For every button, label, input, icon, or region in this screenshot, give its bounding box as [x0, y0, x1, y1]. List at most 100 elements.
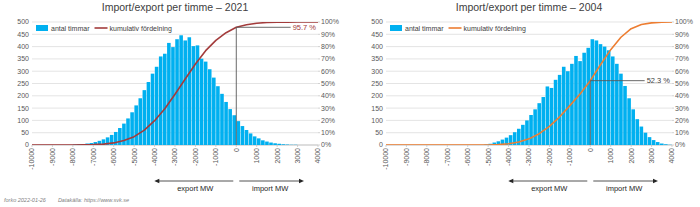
x-tick-label: -2000 [546, 148, 553, 166]
histogram-bar [224, 102, 228, 145]
y2-tick-label: 40% [675, 92, 689, 99]
x-tick [426, 145, 427, 147]
x-tick-label: 3000 [294, 148, 301, 164]
y2-tick [318, 83, 320, 84]
legend-label: kumulativ fördelning [110, 25, 172, 33]
histogram-bar [200, 59, 204, 145]
histogram-bar [286, 144, 290, 145]
x-tick [297, 145, 298, 147]
histogram-bar [635, 119, 639, 145]
export-arrowhead [154, 179, 159, 183]
histogram-bar [179, 35, 183, 145]
annotation-label: 52.3 % [647, 76, 671, 85]
y-tick-label: 400 [371, 43, 383, 50]
histogram-bar [306, 145, 310, 146]
histogram-bar [558, 75, 562, 145]
y-tick-label: 500 [17, 18, 29, 25]
y2-tick-label: 100% [321, 18, 339, 25]
histogram-bar [607, 50, 611, 145]
export-arrowhead [508, 179, 513, 183]
grid-line [386, 58, 672, 59]
x-tick [590, 145, 591, 147]
histogram-bar [277, 144, 281, 145]
y-tick-label: 450 [371, 31, 383, 38]
y2-tick-label: 40% [321, 92, 335, 99]
histogram-bar [273, 143, 277, 145]
import-arrowhead [299, 179, 304, 183]
y2-tick-label: 60% [321, 68, 335, 75]
x-tick-label: 4000 [668, 148, 675, 164]
cumulative-line [386, 22, 672, 145]
histogram-bar [294, 144, 298, 145]
x-tick-label: 2000 [628, 148, 635, 164]
grid-line [386, 22, 672, 23]
x-tick [215, 145, 216, 147]
histogram-bar [298, 145, 302, 146]
grid-line [32, 132, 318, 133]
histogram-bar [151, 74, 155, 145]
histogram-bar [228, 109, 232, 145]
annotation-hline [236, 27, 290, 28]
y-tick-label: 400 [17, 43, 29, 50]
histogram-bar [310, 145, 314, 146]
x-tick [256, 145, 257, 147]
histogram-bar [143, 90, 147, 145]
histogram-bar [582, 53, 586, 145]
histogram-bar [192, 46, 196, 145]
x-tick-label: -6000 [110, 148, 117, 166]
x-tick [195, 145, 196, 147]
x-tick [52, 145, 53, 147]
histogram-bar [134, 105, 138, 145]
x-axis-label: export MW [177, 184, 214, 193]
y2-tick [672, 95, 674, 96]
x-tick-label: -5000 [485, 148, 492, 166]
footer-author: forko 2022-01-26 [4, 197, 47, 203]
histogram-bar [138, 98, 142, 145]
x-tick-label: -1000 [212, 148, 219, 166]
x-tick [508, 145, 509, 147]
y-tick-label: 50 [375, 129, 383, 136]
x-axis-label: import MW [606, 184, 643, 193]
histogram-bar [249, 133, 253, 145]
histogram-bar [640, 127, 644, 145]
chart-canvas: Import/export per timme – 20210501001502… [0, 0, 700, 207]
histogram-bar [265, 142, 269, 145]
x-tick [32, 145, 33, 147]
x-tick [113, 145, 114, 147]
y2-tick [318, 95, 320, 96]
histogram-bar [163, 54, 167, 145]
y-tick-label: 450 [17, 31, 29, 38]
histogram-bar [261, 140, 265, 145]
x-tick-label: -9000 [403, 148, 410, 166]
grid-line [386, 34, 672, 35]
y2-tick [318, 22, 320, 23]
grid-line [32, 46, 318, 47]
y2-tick [318, 71, 320, 72]
grid-line [32, 120, 318, 121]
y2-tick-label: 0% [321, 141, 331, 148]
y-tick-label: 100 [371, 117, 383, 124]
y2-tick-label: 10% [321, 129, 335, 136]
y2-tick-label: 100% [675, 18, 693, 25]
import-arrow [239, 181, 300, 182]
histogram-bar [122, 124, 126, 145]
legend-swatch [390, 25, 402, 31]
x-axis-label: export MW [531, 184, 568, 193]
histogram-bar [167, 43, 171, 145]
y2-tick-label: 20% [675, 117, 689, 124]
y-tick-label: 350 [371, 55, 383, 62]
y2-tick [672, 83, 674, 84]
chart-panel: Import/export per timme – 20040501001502… [371, 1, 693, 193]
histogram-bar [554, 80, 558, 145]
y2-tick [672, 46, 674, 47]
annotation-vline [236, 27, 237, 145]
y-tick-label: 0 [379, 141, 383, 148]
histogram-bar [656, 142, 660, 145]
export-arrow [158, 181, 233, 182]
y-tick-label: 250 [17, 80, 29, 87]
histogram-bar [183, 40, 187, 145]
x-tick-label: -4000 [151, 148, 158, 166]
legend-swatch [36, 25, 48, 31]
grid-line [32, 83, 318, 84]
histogram-bar [521, 125, 525, 145]
